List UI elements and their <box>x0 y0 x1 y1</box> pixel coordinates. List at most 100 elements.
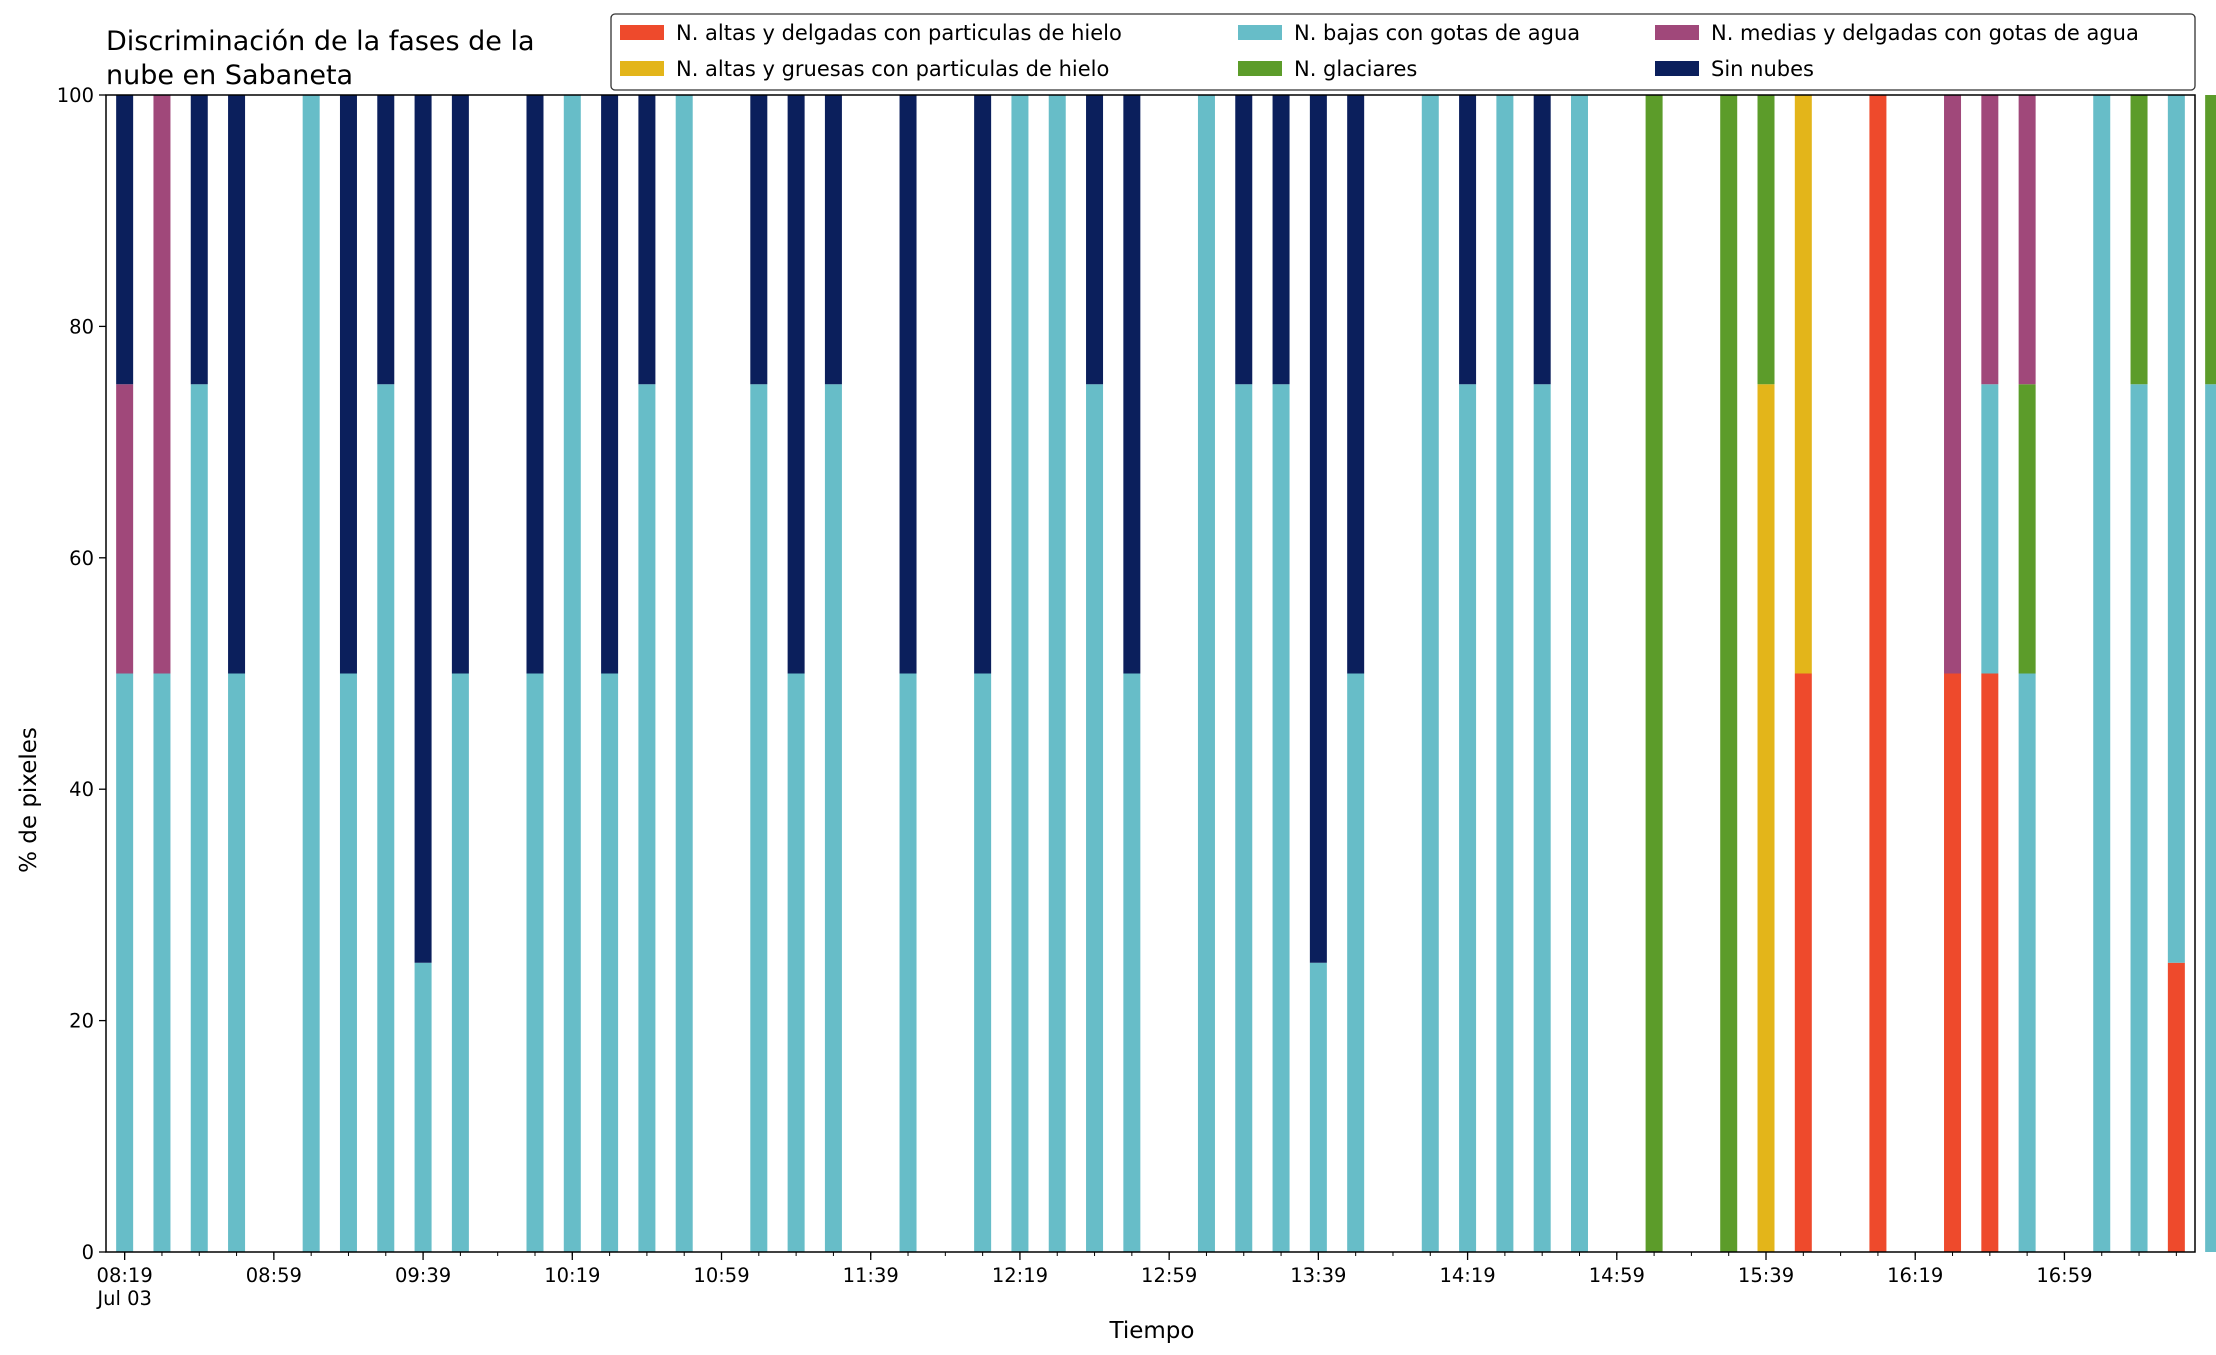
bar-segment-5-31 <box>1533 95 1551 385</box>
bar-segment-2-0 <box>116 673 134 1252</box>
bar-segment-2-32 <box>1570 95 1588 1252</box>
x-tick-label: 08:19 <box>97 1264 153 1287</box>
y-tick-label: 100 <box>57 84 94 107</box>
bar-segment-5-5 <box>339 95 357 674</box>
bar-segment-5-25 <box>1272 95 1290 385</box>
legend-label-1: N. altas y gruesas con particulas de hie… <box>676 57 1109 81</box>
x-tick-label: 10:59 <box>693 1264 749 1287</box>
bar-segment-5-15 <box>787 95 805 674</box>
bar-segment-4-0 <box>116 384 134 674</box>
bar-segment-5-11 <box>601 95 619 674</box>
plot-frame <box>105 94 2196 1253</box>
bar-segment-4-38 <box>1944 95 1962 674</box>
bar-segment-2-9 <box>526 673 544 1252</box>
bar-segment-0-38 <box>1944 673 1962 1252</box>
legend-label-4: N. medias y delgadas con gotas de agua <box>1711 21 2139 45</box>
bar-segment-2-2 <box>190 384 208 1252</box>
bar-segment-5-0 <box>116 95 134 385</box>
bar-segment-2-22 <box>1123 673 1141 1252</box>
bar-segment-0-36 <box>1794 673 1812 1252</box>
bar-segment-5-18 <box>974 95 992 674</box>
bar-segment-2-24 <box>1235 384 1253 1252</box>
bar-segment-5-8 <box>451 95 469 674</box>
bar-segment-5-7 <box>414 95 432 963</box>
bar-segment-5-26 <box>1309 95 1327 963</box>
bar-segment-2-19 <box>1011 95 1029 1252</box>
bar-segment-2-17 <box>899 673 917 1252</box>
bar-segment-2-20 <box>1048 95 1066 1252</box>
bar-segment-2-23 <box>1197 95 1215 1252</box>
bar-segment-3-42 <box>2130 95 2148 385</box>
legend-swatch-2 <box>1238 25 1282 40</box>
bar-segment-2-3 <box>228 673 246 1252</box>
bar-segment-2-30 <box>1496 95 1514 1252</box>
bar-segment-5-29 <box>1459 95 1477 385</box>
bar-segment-0-43 <box>2167 962 2185 1252</box>
legend-swatch-3 <box>1238 61 1282 76</box>
x-tick-label: 09:39 <box>395 1264 451 1287</box>
y-tick-label: 80 <box>69 315 94 338</box>
bar-segment-2-31 <box>1533 384 1551 1252</box>
bar-segment-2-13 <box>675 95 693 1252</box>
bar-segment-5-2 <box>190 95 208 385</box>
bar-segment-2-1 <box>153 673 171 1252</box>
bar-segment-2-42 <box>2130 384 2148 1252</box>
bar-segment-0-37 <box>1869 95 1887 1252</box>
bar-segment-2-41 <box>2093 95 2111 1252</box>
legend-label-2: N. bajas con gotas de agua <box>1294 21 1580 45</box>
legend-box <box>610 13 2196 91</box>
y-tick-label: 20 <box>69 1010 94 1033</box>
x-tick-label: 14:19 <box>1439 1264 1495 1287</box>
bar-segment-4-1 <box>153 95 171 674</box>
bar-segment-2-28 <box>1421 95 1439 1252</box>
bar-segment-2-40 <box>2018 673 2036 1252</box>
legend-swatch-5 <box>1655 61 1699 76</box>
y-axis-label: % de pixeles <box>16 727 42 873</box>
bar-segment-3-35 <box>1757 95 1775 385</box>
legend-label-3: N. glaciares <box>1294 57 1417 81</box>
bar-segment-2-12 <box>638 384 656 1252</box>
bar-segment-2-18 <box>974 673 992 1252</box>
legend-swatch-4 <box>1655 25 1699 40</box>
x-tick-sublabel: Jul 03 <box>95 1287 152 1310</box>
bar-segment-2-43 <box>2167 95 2185 963</box>
bar-segment-2-14 <box>750 384 768 1252</box>
x-tick-label: 11:39 <box>843 1264 899 1287</box>
x-tick-label: 14:59 <box>1589 1264 1645 1287</box>
bar-segment-5-16 <box>824 95 842 385</box>
bar-segment-4-40 <box>2018 95 2036 385</box>
bar-segment-2-7 <box>414 962 432 1252</box>
bar-segment-2-5 <box>339 673 357 1252</box>
bar-segment-2-6 <box>377 384 395 1252</box>
bar-segment-2-21 <box>1086 384 1104 1252</box>
bar-segment-5-6 <box>377 95 395 385</box>
bar-segment-3-40 <box>2018 384 2036 674</box>
bar-segment-2-25 <box>1272 384 1290 1252</box>
bar-segment-1-36 <box>1794 95 1812 674</box>
bar-segment-5-14 <box>750 95 768 385</box>
bar-segment-2-44 <box>2205 384 2216 1252</box>
bar-segment-2-26 <box>1309 962 1327 1252</box>
bars-layer <box>116 95 2216 1252</box>
chart-title-line-1: Discriminación de la fases de la <box>106 26 535 57</box>
bar-segment-2-29 <box>1459 384 1477 1252</box>
bar-segment-3-33 <box>1645 95 1663 1252</box>
bar-segment-2-4 <box>302 95 320 1252</box>
bar-segment-5-3 <box>228 95 246 674</box>
legend-swatch-0 <box>620 25 664 40</box>
bar-segment-4-39 <box>1981 95 1999 385</box>
legend-label-5: Sin nubes <box>1711 57 1814 81</box>
bar-segment-5-17 <box>899 95 917 674</box>
y-tick-label: 40 <box>69 778 94 801</box>
legend-label-0: N. altas y delgadas con particulas de hi… <box>676 21 1122 45</box>
bar-segment-2-11 <box>601 673 619 1252</box>
bar-segment-5-27 <box>1347 95 1365 674</box>
bar-segment-2-27 <box>1347 673 1365 1252</box>
bar-segment-5-22 <box>1123 95 1141 674</box>
bar-segment-5-21 <box>1086 95 1104 385</box>
bar-segment-5-24 <box>1235 95 1253 385</box>
legend-swatch-1 <box>620 61 664 76</box>
